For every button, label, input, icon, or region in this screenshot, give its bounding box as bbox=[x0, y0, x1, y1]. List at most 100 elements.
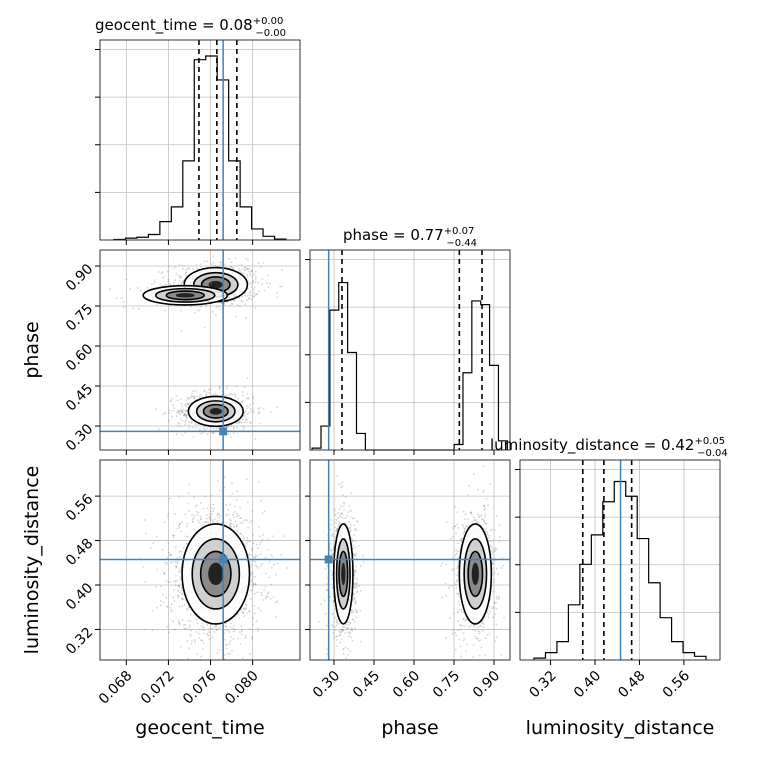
sample-point bbox=[483, 515, 486, 518]
sample-point bbox=[182, 279, 185, 282]
sample-point bbox=[191, 514, 194, 516]
sample-point bbox=[497, 597, 500, 600]
panel-phase-grid bbox=[310, 250, 510, 450]
sample-point bbox=[457, 560, 460, 563]
sample-point bbox=[348, 504, 351, 507]
sample-point bbox=[262, 599, 265, 601]
sample-point bbox=[457, 611, 460, 613]
sample-point bbox=[260, 541, 263, 544]
sample-point bbox=[244, 410, 247, 413]
sample-point bbox=[324, 567, 327, 570]
sample-point bbox=[459, 540, 462, 543]
sample-point bbox=[335, 624, 338, 627]
sample-point bbox=[190, 421, 193, 424]
sample-point bbox=[340, 486, 343, 489]
sample-point bbox=[182, 624, 185, 627]
sample-point bbox=[252, 559, 255, 562]
sample-point bbox=[252, 281, 255, 284]
sample-point bbox=[159, 585, 162, 588]
sample-point bbox=[212, 503, 215, 506]
sample-point bbox=[477, 626, 479, 629]
sample-point bbox=[354, 527, 357, 530]
sample-point bbox=[151, 609, 154, 612]
sample-point bbox=[248, 553, 251, 556]
sample-point bbox=[339, 522, 342, 525]
histogram-geocent_time bbox=[113, 55, 287, 241]
tick-label: 0.32 bbox=[526, 668, 559, 701]
sample-point bbox=[494, 640, 497, 643]
sample-point bbox=[342, 648, 345, 651]
sample-point bbox=[465, 525, 468, 528]
sample-point bbox=[354, 601, 357, 604]
sample-point bbox=[178, 410, 180, 413]
tick-label: 0.40 bbox=[571, 668, 604, 701]
sample-point bbox=[227, 425, 230, 428]
sample-point bbox=[195, 630, 198, 633]
sample-point bbox=[354, 602, 357, 605]
sample-point bbox=[250, 598, 252, 600]
sample-point bbox=[229, 392, 232, 395]
sample-point bbox=[189, 633, 192, 636]
sample-point bbox=[189, 620, 192, 623]
sample-point bbox=[233, 392, 236, 395]
sample-point bbox=[246, 478, 248, 481]
sample-point bbox=[246, 421, 248, 424]
sample-point bbox=[212, 627, 215, 629]
sample-point bbox=[256, 547, 259, 549]
sample-point bbox=[254, 278, 257, 280]
sample-point bbox=[180, 283, 182, 286]
sample-point bbox=[206, 632, 209, 635]
sample-point bbox=[330, 534, 333, 537]
sample-point bbox=[177, 594, 180, 597]
sample-point bbox=[476, 637, 479, 640]
sample-point bbox=[257, 262, 260, 264]
sample-point bbox=[234, 505, 236, 508]
sample-point bbox=[455, 549, 457, 552]
sample-point bbox=[452, 535, 454, 538]
sample-point bbox=[351, 629, 354, 632]
title-phase: phase = 0.77+0.07 −0.44 bbox=[343, 226, 477, 249]
sample-point bbox=[136, 286, 139, 289]
sample-point bbox=[279, 285, 282, 288]
sample-point bbox=[186, 523, 189, 525]
density-contour bbox=[208, 562, 224, 586]
sample-point bbox=[178, 550, 181, 553]
sample-point bbox=[349, 530, 351, 533]
sample-point bbox=[115, 297, 118, 300]
sample-point bbox=[359, 589, 362, 592]
sample-point bbox=[353, 585, 356, 588]
sample-point bbox=[177, 619, 180, 622]
sample-point bbox=[153, 281, 156, 284]
sample-point bbox=[238, 268, 241, 270]
panel-geocent_time-grid bbox=[100, 40, 300, 240]
sample-point bbox=[333, 514, 336, 517]
sample-point bbox=[205, 517, 208, 520]
scatter-phase-vs-luminosity_distance bbox=[318, 465, 505, 660]
sample-point bbox=[223, 658, 226, 660]
sample-point bbox=[239, 532, 242, 535]
sample-point bbox=[174, 628, 176, 631]
sample-point bbox=[349, 527, 352, 530]
tick-label: 0.75 bbox=[63, 301, 96, 334]
sample-point bbox=[337, 524, 340, 527]
sample-point bbox=[252, 556, 255, 558]
sample-point bbox=[255, 565, 258, 568]
sample-point bbox=[255, 543, 258, 546]
sample-point bbox=[354, 555, 357, 557]
sample-point bbox=[175, 566, 178, 569]
sample-point bbox=[261, 562, 264, 565]
sample-point bbox=[189, 629, 192, 632]
sample-point bbox=[239, 506, 241, 509]
sample-point bbox=[330, 519, 333, 521]
sample-point bbox=[266, 274, 269, 277]
sample-point bbox=[266, 282, 268, 284]
sample-point bbox=[352, 540, 354, 543]
sample-point bbox=[210, 507, 213, 510]
sample-point bbox=[487, 503, 489, 506]
sample-point bbox=[217, 479, 219, 482]
panel-frame bbox=[99, 459, 301, 661]
sample-point bbox=[241, 657, 244, 660]
sample-point bbox=[332, 632, 335, 635]
sample-point bbox=[334, 526, 337, 529]
sample-point bbox=[342, 652, 345, 655]
